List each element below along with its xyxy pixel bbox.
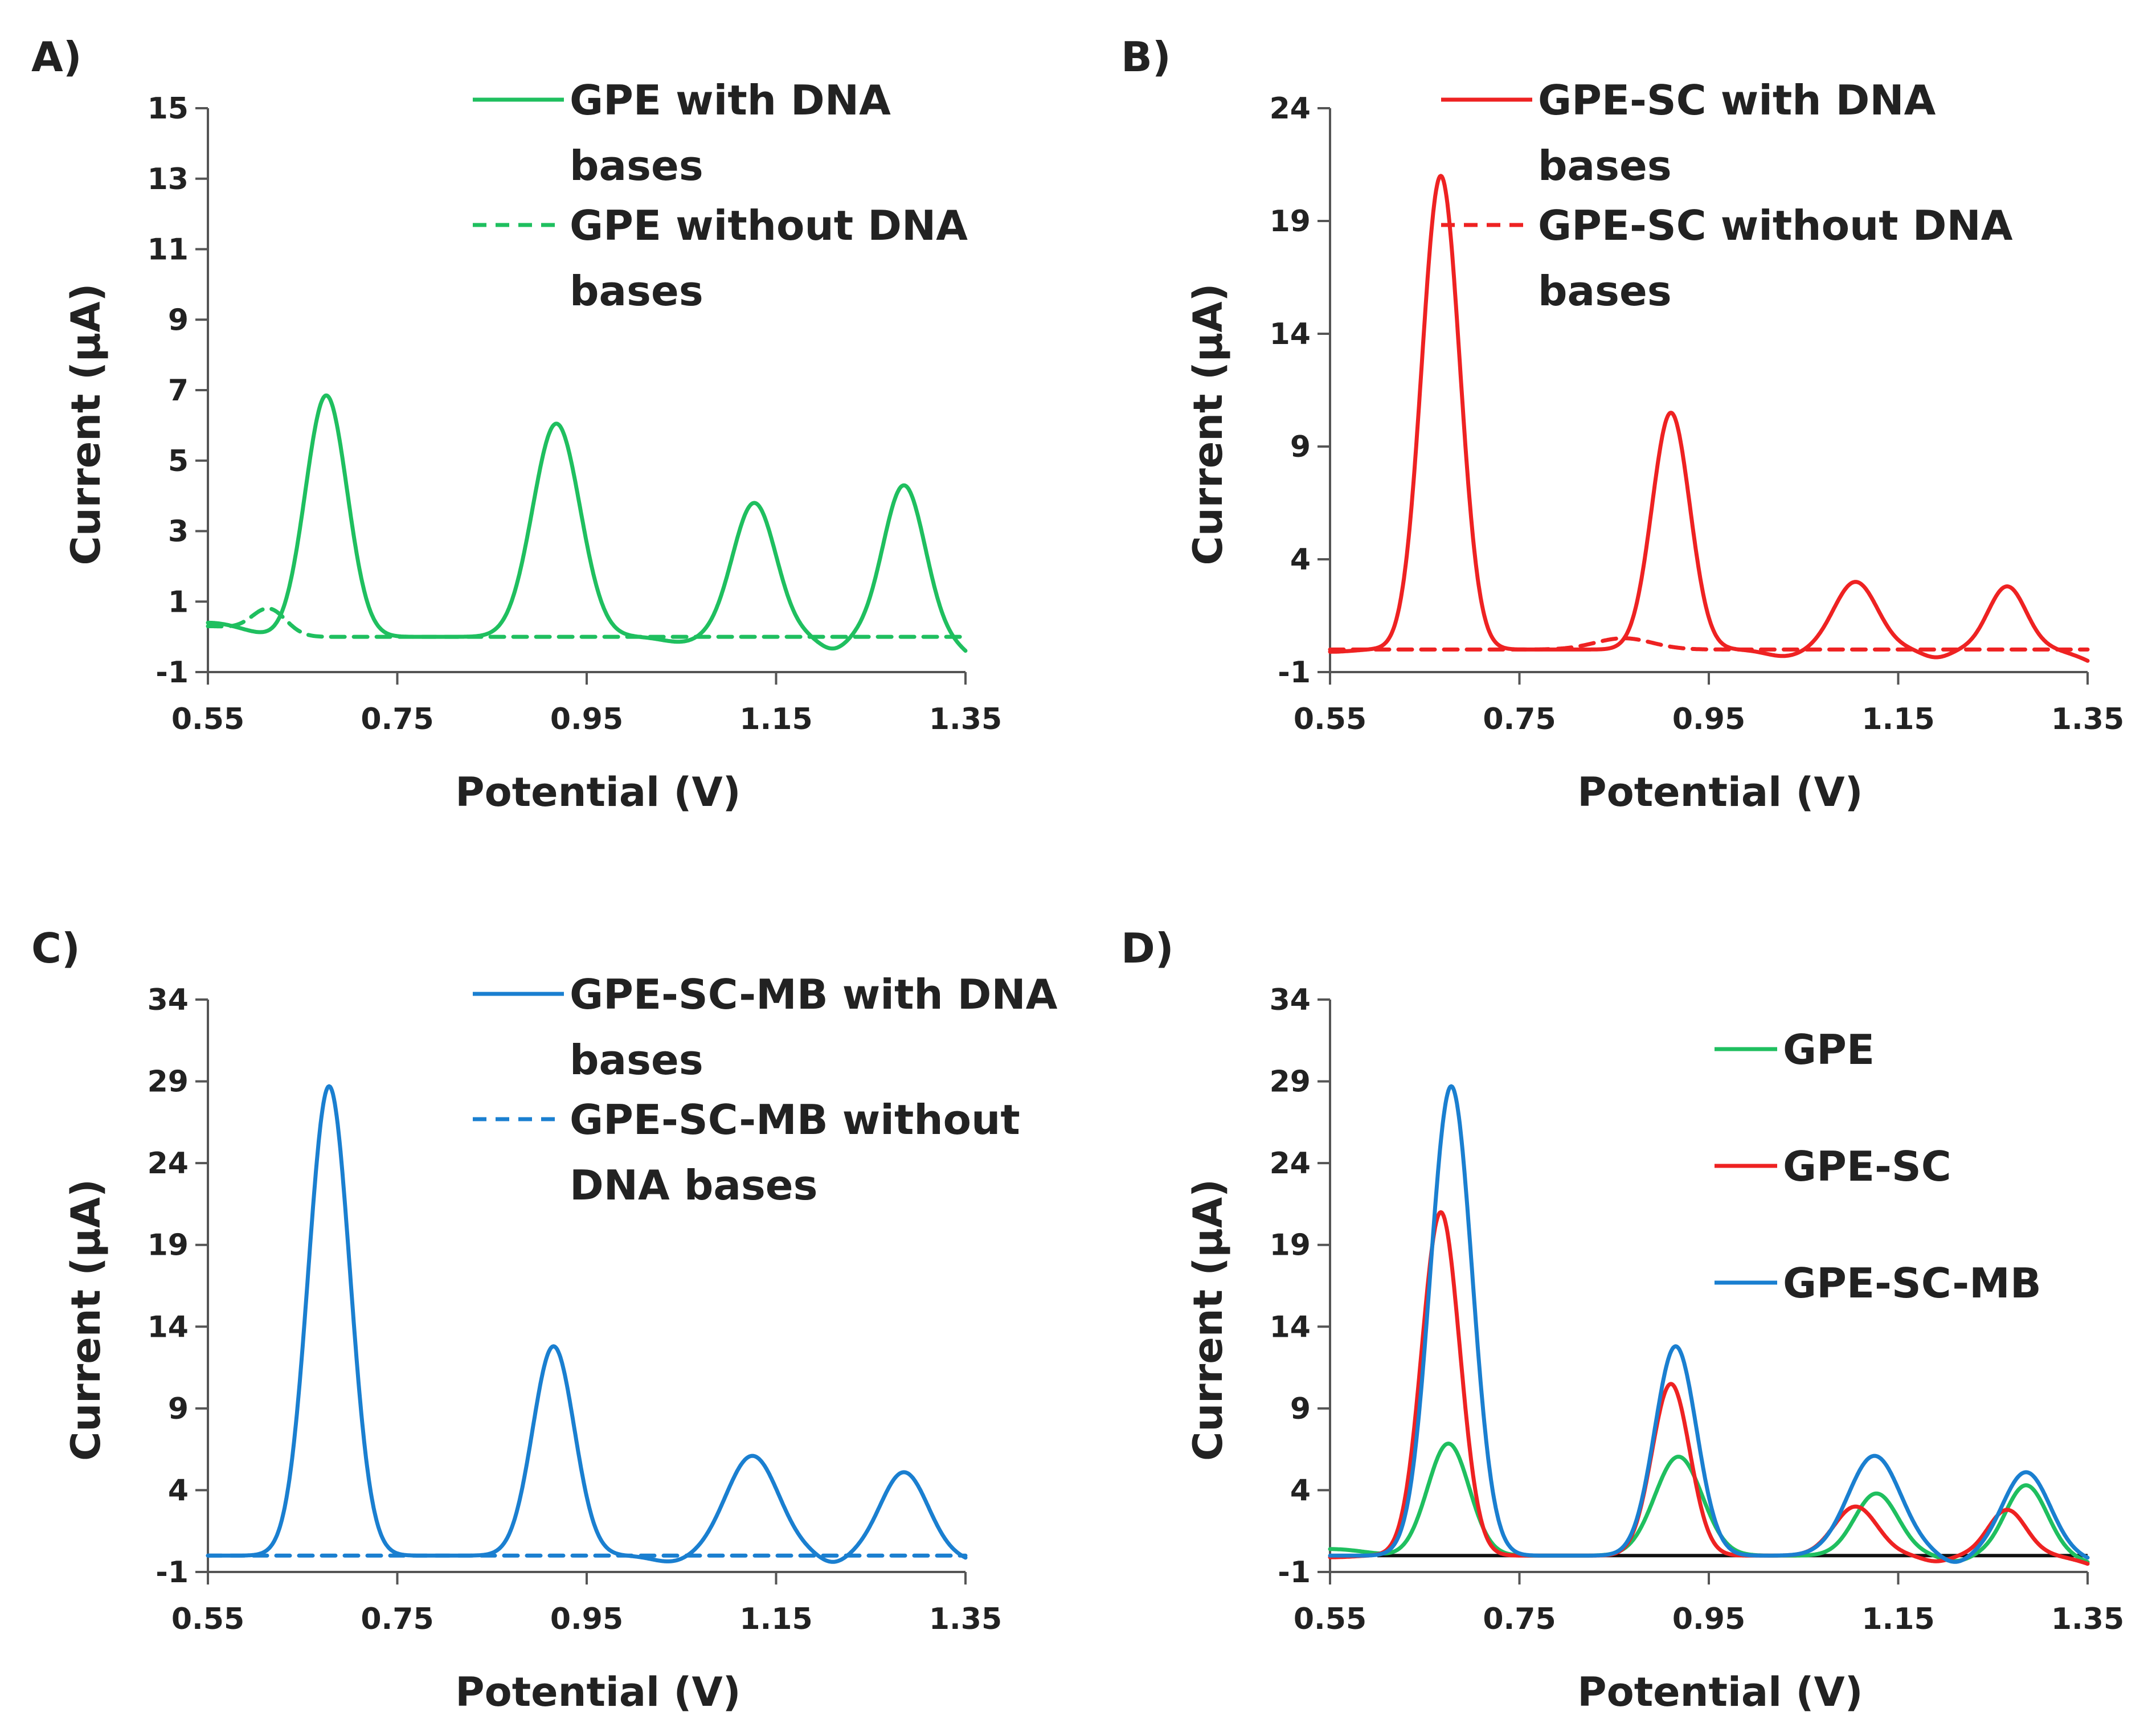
legend-label: GPE-SC (1783, 1143, 1951, 1190)
y-axis-title: Current (µA) (63, 1179, 109, 1461)
legend-label: bases (1538, 142, 1672, 190)
series-line-gpe-with-dna-bases (206, 393, 968, 653)
y-tick-label: -1 (156, 1555, 189, 1590)
y-tick-label: 7 (168, 374, 189, 408)
legend-label: GPE with DNA (570, 76, 891, 124)
x-tick-label: 0.95 (550, 702, 623, 736)
x-tick-label: 0.95 (1672, 1602, 1745, 1636)
y-tick-label: 19 (1270, 1229, 1311, 1263)
y-tick-label: 24 (148, 1147, 189, 1181)
series-line-gpe-sc-mb (1328, 1084, 2090, 1564)
legend-label: DNA bases (570, 1161, 817, 1209)
series-line-gpe-sc (1328, 1210, 2090, 1566)
legend-label: GPE-SC-MB with DNA (570, 971, 1058, 1018)
x-axis-title: Potential (V) (455, 769, 740, 816)
panel-label: C) (31, 924, 80, 972)
y-tick-label: -1 (156, 656, 189, 690)
y-tick-label: -1 (1278, 656, 1311, 690)
x-tick-label: 1.35 (929, 1602, 1002, 1636)
y-axis-title: Current (µA) (1185, 1179, 1231, 1461)
y-tick-label: 11 (148, 233, 189, 267)
x-axis-title: Potential (V) (1577, 1669, 1863, 1715)
x-tick-label: 1.35 (2051, 1602, 2124, 1636)
y-tick-label: 9 (168, 1392, 189, 1426)
series-line-gpe-without-dna-bases (206, 606, 968, 639)
x-tick-label: 0.55 (171, 1602, 244, 1636)
y-tick-label: 19 (148, 1229, 189, 1263)
y-tick-label: 15 (148, 92, 189, 126)
x-axis-title: Potential (V) (455, 1669, 740, 1715)
y-tick-label: 9 (1290, 1392, 1311, 1426)
legend-label: GPE (1783, 1026, 1875, 1074)
legend-label: bases (570, 267, 703, 315)
y-axis-title: Current (µA) (1185, 283, 1231, 565)
y-tick-label: 4 (1290, 1473, 1311, 1508)
y-tick-label: 4 (168, 1473, 189, 1508)
legend-label: GPE-SC without DNA (1538, 202, 2013, 249)
chart-panel-d: D) -1 4 9 14 19 24 29 34 0.55 0.75 0.95 1.15 1.35 Pote… (1121, 924, 2124, 1715)
series-line-gpe-sc-mb-with-dna-bases (206, 1084, 968, 1564)
y-tick-label: 3 (168, 515, 189, 549)
y-tick-label: 24 (1270, 92, 1311, 126)
x-tick-label: 1.15 (739, 702, 812, 736)
x-tick-label: 1.35 (929, 702, 1002, 736)
legend-label: bases (1538, 267, 1672, 315)
y-tick-label: 14 (148, 1310, 189, 1344)
y-tick-label: 34 (1270, 983, 1311, 1017)
legend-label: GPE-SC with DNA (1538, 76, 1936, 124)
x-tick-label: 0.95 (1672, 702, 1745, 736)
panel-label: B) (1121, 33, 1171, 81)
y-tick-label: 29 (148, 1065, 189, 1099)
y-tick-label: 9 (1290, 430, 1311, 464)
y-tick-label: 24 (1270, 1147, 1311, 1181)
x-tick-label: 0.75 (361, 702, 433, 736)
x-tick-label: 0.75 (1483, 702, 1556, 736)
y-tick-label: -1 (1278, 1555, 1311, 1590)
x-tick-label: 1.15 (1861, 702, 1934, 736)
panel-label: A) (31, 33, 82, 81)
y-tick-label: 19 (1270, 204, 1311, 239)
x-tick-label: 1.35 (2051, 702, 2124, 736)
legend-label: GPE-SC-MB (1783, 1259, 2041, 1307)
legend-label: bases (570, 142, 703, 190)
legend-label: bases (570, 1036, 703, 1084)
chart-panel-b: B) -1 4 9 14 19 24 0.55 0.75 0.95 1.15 1.35 Potentia… (1121, 33, 2124, 816)
y-tick-label: 4 (1290, 543, 1311, 577)
panel-label: D) (1121, 924, 1174, 972)
x-tick-label: 0.55 (1294, 702, 1366, 736)
y-tick-label: 34 (148, 983, 189, 1017)
x-tick-label: 0.55 (171, 702, 244, 736)
y-tick-label: 1 (168, 585, 189, 619)
legend-label: GPE-SC-MB without (570, 1096, 1020, 1144)
x-tick-label: 1.15 (739, 1602, 812, 1636)
y-tick-label: 9 (168, 303, 189, 337)
chart-panel-c: C) -1 4 9 14 19 24 29 34 0.55 0.75 0.95 1.15 1.35 Pote… (31, 924, 1058, 1715)
x-tick-label: 0.75 (361, 1602, 433, 1636)
y-tick-label: 13 (148, 162, 189, 196)
x-tick-label: 0.55 (1294, 1602, 1366, 1636)
legend-label: GPE without DNA (570, 202, 968, 249)
series-line-gpe-sc-without-dna-bases (1328, 636, 2090, 652)
y-tick-label: 29 (1270, 1065, 1311, 1099)
y-tick-label: 14 (1270, 1310, 1311, 1344)
x-axis-title: Potential (V) (1577, 769, 1863, 816)
x-tick-label: 0.75 (1483, 1602, 1556, 1636)
series-line-gpe-sc-with-dna-bases (1328, 174, 2090, 663)
x-tick-label: 0.95 (550, 1602, 623, 1636)
x-tick-label: 1.15 (1861, 1602, 1934, 1636)
y-axis-title: Current (µA) (63, 283, 109, 565)
y-tick-label: 5 (168, 444, 189, 478)
y-tick-label: 14 (1270, 317, 1311, 351)
